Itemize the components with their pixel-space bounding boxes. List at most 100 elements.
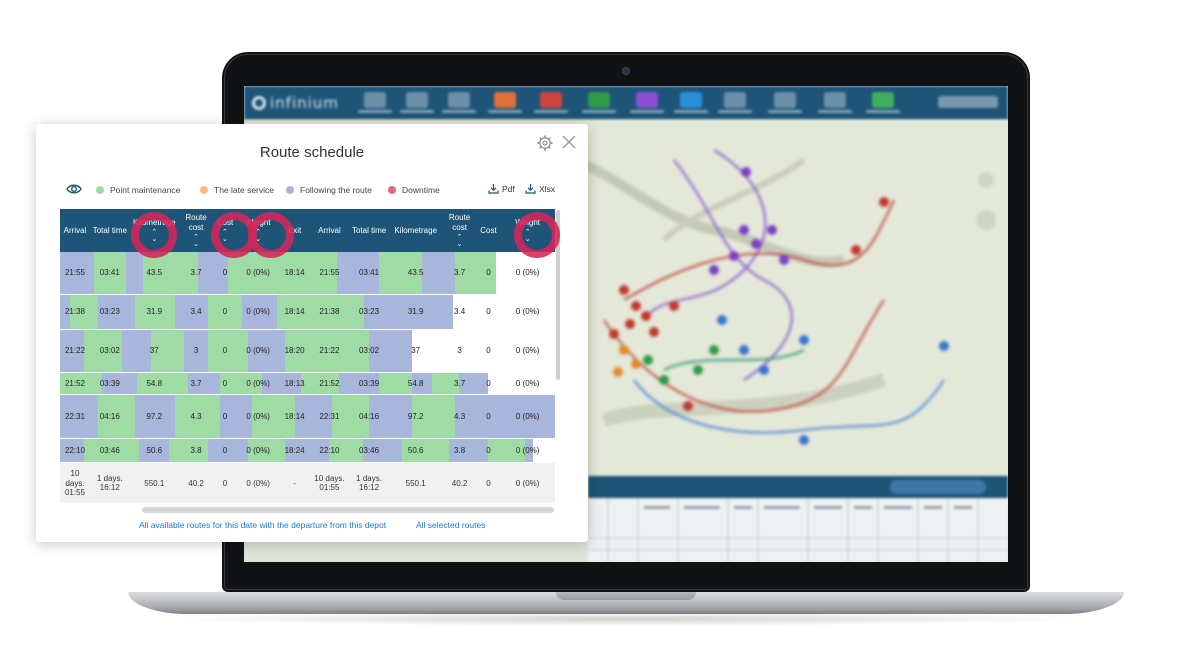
table-cell: 04:16 — [349, 394, 389, 439]
map-routes — [572, 149, 996, 445]
vertical-scrollbar[interactable] — [556, 210, 560, 380]
table-cell: 3.7 — [178, 372, 214, 395]
column-header[interactable]: Kilometrage ⌃ ⌄ — [129, 209, 179, 252]
table-cell: 21:38 — [309, 294, 350, 330]
table-cell: 21:55 — [60, 252, 90, 295]
eye-icon[interactable] — [66, 182, 82, 196]
sort-chevrons-icon[interactable]: ⌃ ⌄ — [151, 229, 158, 243]
gear-icon[interactable] — [536, 134, 554, 152]
table-row[interactable]: 22:31 04:16 97.2 4.3 0 0 (0%) 18:14 22:31 04:16 9… — [60, 394, 555, 439]
table-cell: 43.5 — [129, 252, 179, 295]
table-cell: 3.4 — [442, 294, 477, 330]
column-header[interactable]: Cost ⌃ ⌄ — [213, 209, 237, 252]
table-cell: 21:22 — [309, 329, 350, 373]
toolbar-icons[interactable] — [938, 96, 998, 108]
task-list-nav-icon[interactable] — [824, 92, 846, 108]
column-header[interactable]: Weight ⌃ ⌄ — [236, 209, 280, 252]
total-cell: 0 — [476, 462, 501, 503]
depot-routes-link[interactable]: All available routes for this date with … — [139, 520, 387, 530]
sort-chevrons-icon[interactable]: ⌃ ⌄ — [193, 234, 199, 248]
optimize-button[interactable] — [890, 480, 986, 494]
table-cell: 0 (0%) — [500, 294, 555, 330]
column-header[interactable]: Weight ⌃ ⌄ — [500, 209, 555, 252]
table-cell: 03:02 — [90, 329, 130, 373]
table-row[interactable]: 21:52 03:39 54.8 3.7 0 0 (0%) 18:13 21:52 03:39 5… — [60, 372, 555, 395]
total-cell: 550.1 — [129, 462, 179, 503]
logistics-nav-icon[interactable] — [588, 92, 610, 108]
table-cell: 03:41 — [90, 252, 130, 295]
mechanic-nav-icon[interactable] — [540, 92, 562, 108]
close-icon[interactable] — [560, 133, 578, 151]
table-cell: 97.2 — [129, 394, 179, 439]
sort-chevrons-icon[interactable]: ⌃ ⌄ — [222, 229, 228, 243]
legend-following-route: Following the route — [286, 185, 372, 195]
schedule-table: Arrival Total time Kilometrage ⌃ ⌄ Route cost… — [60, 209, 555, 503]
table-cell: 0 — [476, 394, 501, 439]
horizontal-scrollbar[interactable] — [142, 507, 554, 513]
monitoring-nav-icon[interactable] — [494, 92, 516, 108]
table-row[interactable]: 22:10 03:46 50.6 3.8 0 0 (0%) 18:24 22:10 03:46 5… — [60, 438, 555, 463]
table-cell: 18:20 — [279, 329, 310, 373]
table-cell: 0 (0%) — [236, 294, 280, 330]
table-cell: 03:46 — [90, 438, 130, 463]
zones-nav-icon[interactable] — [724, 92, 746, 108]
table-cell: 0 (0%) — [236, 372, 280, 395]
selected-routes-link[interactable]: All selected routes — [416, 520, 486, 530]
table-cell: 3.8 — [442, 438, 477, 463]
legend-late-service: The late service — [200, 185, 274, 195]
table-cell: 21:55 — [309, 252, 350, 295]
employees-nav-icon[interactable] — [406, 92, 428, 108]
reports-nav-icon[interactable] — [448, 92, 470, 108]
objects-nav-icon[interactable] — [364, 92, 386, 108]
column-header-label: Total time — [92, 225, 127, 235]
doc-service-nav-icon[interactable] — [680, 92, 702, 108]
column-header-label: Total time — [351, 225, 387, 235]
export-pdf-button[interactable]: Pdf — [488, 183, 515, 194]
table-row[interactable]: 21:38 03:23 31.9 3.4 0 0 (0%) 18:14 21:38 03:23 3… — [60, 294, 555, 330]
legend-point-maintenance: Point maintenance — [96, 185, 180, 195]
sort-chevrons-icon[interactable]: ⌃ ⌄ — [255, 229, 262, 243]
table-cell: 54.8 — [388, 372, 443, 395]
table-cell: 03:46 — [349, 438, 389, 463]
optimal-route-nav-icon[interactable] — [636, 92, 658, 108]
app-top-bar: infinium — [244, 86, 1008, 120]
total-cell: 550.1 — [388, 462, 443, 503]
column-header[interactable]: Route cost ⌃ ⌄ — [442, 209, 477, 252]
table-cell: 3.4 — [178, 294, 214, 330]
table-cell: 21:52 — [60, 372, 90, 395]
sort-chevrons-icon[interactable]: ⌃ ⌄ — [524, 229, 531, 243]
table-cell: 03:23 — [349, 294, 389, 330]
export-xlsx-button[interactable]: Xlsx — [525, 183, 555, 194]
table-cell: 97.2 — [388, 394, 443, 439]
column-header: Arrival — [309, 209, 350, 252]
table-cell: 0 (0%) — [500, 252, 555, 295]
sort-chevrons-icon[interactable]: ⌃ ⌄ — [456, 234, 463, 248]
table-cell: 3.7 — [178, 252, 214, 295]
total-cell: - — [279, 462, 310, 503]
table-cell: 0 (0%) — [236, 438, 280, 463]
total-cell: 1 days. 16:12 — [90, 462, 130, 503]
table-cell: 37 — [129, 329, 179, 373]
column-header-label: Weight — [515, 218, 541, 227]
table-cell: 0 (0%) — [500, 372, 555, 395]
table-row[interactable]: 21:22 03:02 37 3 0 0 (0%) 18:20 21:22 03:02 37 3 0 0… — [60, 329, 555, 373]
table-cell: 03:23 — [90, 294, 130, 330]
table-cell: 0 (0%) — [500, 394, 555, 439]
total-cell: 10 days. 01:55 — [309, 462, 350, 503]
table-cell: 18:14 — [279, 252, 310, 295]
column-header[interactable]: Route cost ⌃ ⌄ — [178, 209, 214, 252]
table-cell: 03:39 — [90, 372, 130, 395]
table-cell: 22:31 — [60, 394, 90, 439]
table-cell: 0 (0%) — [500, 438, 555, 463]
tools-nav-icon[interactable] — [774, 92, 796, 108]
table-cell: 43.5 — [388, 252, 443, 295]
column-header: Exit — [279, 209, 310, 252]
table-cell: 0 (0%) — [500, 329, 555, 373]
table-cell: 0 — [213, 438, 237, 463]
table-cell: 4.3 — [442, 394, 477, 439]
exchange-nav-icon[interactable] — [872, 92, 894, 108]
orders-grid — [588, 498, 1008, 562]
bottom-panel — [588, 476, 1008, 562]
table-row[interactable]: 21:55 03:41 43.5 3.7 0 0 (0%) 18:14 21:55 03:41 4… — [60, 252, 555, 295]
table-cell: 31.9 — [388, 294, 443, 330]
